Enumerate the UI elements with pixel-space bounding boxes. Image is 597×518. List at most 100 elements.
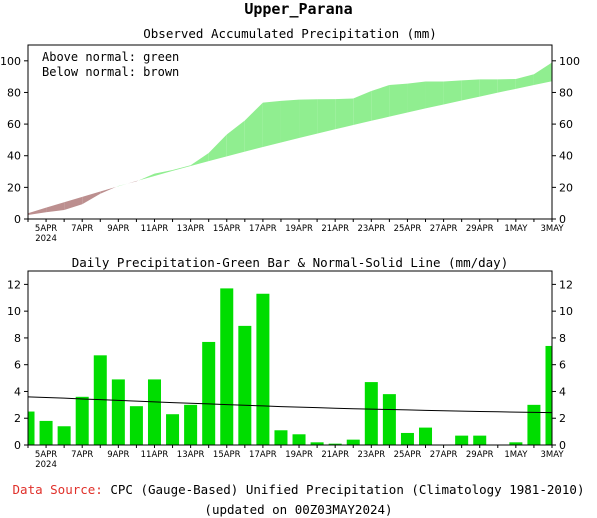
bottom-x-tick-label: 5APR: [35, 450, 57, 460]
top-left-tick-label: 40: [7, 150, 21, 163]
accumulated-precipitation-chart: 0 0 20 20 40 40 60 60 80 80 100 100 5APR 7APR 9APR 11AP…: [0, 44, 580, 244]
daily-precip-bar: [111, 379, 125, 445]
bottom-right-tick-label: 4: [559, 385, 566, 398]
top-right-tick-label: 60: [559, 118, 573, 131]
top-x-tick-label: 29APR: [466, 224, 494, 234]
daily-precip-bar: [256, 293, 270, 445]
above-normal-area: [371, 85, 390, 121]
above-normal-area: [443, 80, 462, 105]
below-normal-area: [127, 181, 137, 184]
bottom-x-year-label: 2024: [35, 460, 57, 470]
bottom-x-tick-label: 19APR: [285, 450, 313, 460]
bottom-x-tick-label: 13APR: [177, 450, 205, 460]
above-normal-area: [116, 185, 119, 187]
bottom-plot-border: [27, 270, 553, 446]
top-right-tick-label: 0: [559, 213, 566, 226]
daily-precip-bar: [527, 404, 541, 445]
bottom-right-tick-label: 6: [559, 359, 566, 372]
bottom-left-tick-label: 10: [7, 305, 21, 318]
above-normal-area: [353, 91, 372, 126]
daily-precip-bar: [382, 394, 396, 445]
top-left-tick-label: 60: [7, 118, 21, 131]
daily-precip-bar: [238, 325, 252, 445]
bottom-x-tick-label: 21APR: [321, 450, 349, 460]
daily-precip-bar: [364, 382, 378, 445]
daily-precip-bar: [202, 341, 216, 445]
daily-precip-bar: [39, 420, 53, 445]
bottom-x-tick-label: 29APR: [466, 450, 494, 460]
above-normal-area: [479, 79, 498, 97]
top-x-year-label: 2024: [35, 234, 57, 244]
bottom-right-tick-label: 8: [559, 332, 566, 345]
bottom-x-tick-label: 11APR: [141, 450, 169, 460]
top-x-tick-label: 1MAY: [504, 224, 528, 234]
top-x-tick-label: 17APR: [249, 224, 277, 234]
above-normal-area: [515, 74, 534, 89]
daily-precip-bar: [328, 443, 342, 445]
below-normal-area: [46, 202, 65, 213]
above-normal-area: [533, 62, 552, 86]
bottom-left-tick-label: 0: [14, 439, 21, 452]
above-normal-area: [461, 79, 480, 101]
top-left-tick-label: 0: [14, 213, 21, 226]
daily-precip-bar: [147, 379, 161, 445]
above-normal-area: [389, 83, 408, 117]
top-x-tick-label: 5APR: [35, 224, 57, 234]
above-normal-area: [317, 99, 336, 134]
top-chart-title: Observed Accumulated Precipitation (mm): [143, 26, 437, 41]
below-normal-area: [64, 196, 83, 210]
top-right-tick-label: 80: [559, 86, 573, 99]
daily-precip-bar: [400, 432, 414, 445]
daily-precip-bar: [93, 355, 107, 445]
top-x-tick-label: 27APR: [430, 224, 458, 234]
daily-precip-bar: [292, 434, 306, 445]
top-right-tick-label: 40: [559, 150, 573, 163]
top-right-tick-label: 20: [559, 181, 573, 194]
bottom-x-tick-label: 27APR: [430, 450, 458, 460]
bottom-x-tick-label: 1MAY: [504, 450, 528, 460]
bottom-x-tick-label: 7APR: [71, 450, 93, 460]
bottom-left-tick-label: 6: [14, 359, 21, 372]
below-normal-area: [136, 180, 139, 182]
below-normal-area: [100, 186, 117, 194]
daily-precip-bar: [28, 411, 35, 445]
daily-precip-bar: [220, 288, 234, 445]
top-plot-border: [27, 44, 553, 220]
above-normal-area: [280, 99, 300, 143]
bottom-left-tick-label: 2: [14, 412, 21, 425]
daily-precip-bar: [184, 404, 198, 445]
top-right-tick-label: 100: [559, 55, 580, 68]
daily-precip-bar: [473, 435, 487, 445]
daily-precip-bar: [57, 426, 71, 445]
bottom-chart-title: Daily Precipitation-Green Bar & Normal-S…: [71, 255, 509, 270]
above-normal-area: [299, 99, 318, 139]
bottom-left-tick-label: 12: [7, 278, 21, 291]
above-normal-area: [425, 81, 444, 109]
bottom-x-tick-label: 17APR: [249, 450, 277, 460]
top-x-tick-label: 3MAY: [540, 224, 564, 234]
above-normal-area: [118, 183, 128, 187]
bottom-x-tick-label: 25APR: [394, 450, 422, 460]
above-normal-area: [497, 79, 516, 93]
above-normal-area: [154, 169, 173, 176]
above-normal-area: [172, 165, 191, 171]
legend-below-normal: Below normal: brown: [42, 65, 179, 79]
bottom-right-tick-label: 0: [559, 439, 566, 452]
data-source-text: CPC (Gauge-Based) Unified Precipitation …: [110, 482, 585, 497]
data-source-line: Data Source: CPC (Gauge-Based) Unified P…: [0, 482, 597, 497]
top-x-tick-label: 23APR: [357, 224, 385, 234]
top-x-tick-label: 9APR: [107, 224, 129, 234]
top-x-tick-label: 21APR: [321, 224, 349, 234]
below-normal-area: [28, 207, 47, 216]
above-normal-area: [190, 153, 209, 167]
top-x-tick-label: 11APR: [141, 224, 169, 234]
top-x-tick-label: 19APR: [285, 224, 313, 234]
daily-precipitation-chart: 0 0 2 2 4 4 6 6 8 8 10 10 12 12 5APR 7APR 9APR 11APR 13APR…: [7, 270, 573, 470]
top-x-tick-label: 25APR: [394, 224, 422, 234]
bottom-left-tick-label: 8: [14, 332, 21, 345]
above-normal-area: [226, 120, 245, 157]
above-normal-area: [208, 134, 227, 162]
above-normal-area: [244, 102, 263, 152]
bottom-right-tick-label: 10: [559, 305, 573, 318]
daily-precip-bar: [455, 435, 469, 445]
